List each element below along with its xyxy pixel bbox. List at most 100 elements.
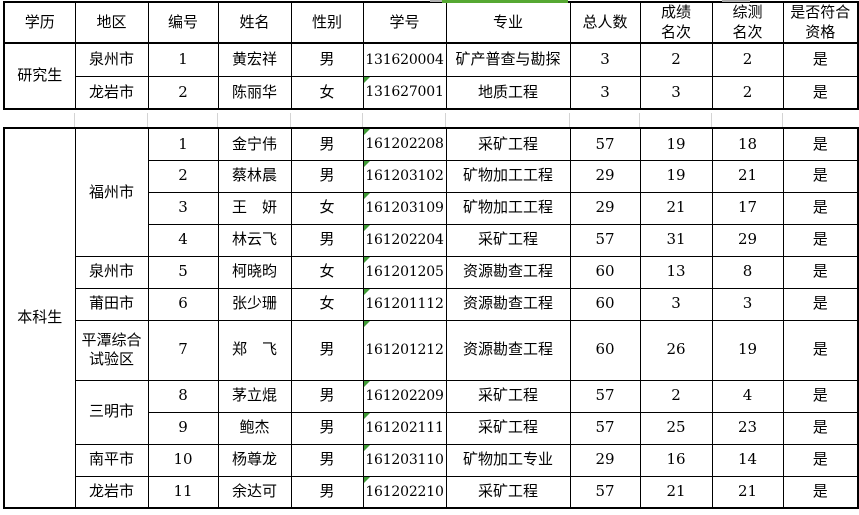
cell-student-id[interactable]: 161201112 [362,287,447,321]
cell-name[interactable]: 王 妍 [217,191,292,225]
cell-no[interactable]: 4 [147,223,219,257]
cell-grade-rank[interactable]: 19 [639,159,713,193]
cell-no[interactable]: 11 [147,475,219,509]
cell-major[interactable]: 采矿工程 [445,127,571,161]
cell-total[interactable]: 57 [569,223,641,257]
header-gender[interactable]: 性别 [290,1,364,44]
cell-no[interactable]: 1 [147,127,219,161]
cell-region[interactable]: 龙岩市 [74,75,149,110]
cell-no[interactable]: 6 [147,287,219,321]
cell-qualified[interactable]: 是 [782,127,859,161]
cell-name[interactable]: 柯晓昀 [217,255,292,289]
header-no[interactable]: 编号 [147,1,219,44]
cell-region[interactable]: 泉州市 [74,42,149,77]
cell-total[interactable]: 60 [569,319,641,381]
cell-total[interactable]: 57 [569,411,641,445]
cell-student-id[interactable]: 161203110 [362,443,447,477]
header-total[interactable]: 总人数 [569,1,641,44]
cell-major[interactable]: 资源勘查工程 [445,287,571,321]
cell-total[interactable]: 60 [569,287,641,321]
cell-name[interactable]: 郑 飞 [217,319,292,381]
header-student-id[interactable]: 学号 [362,1,447,44]
cell-qualified[interactable]: 是 [782,255,859,289]
cell-qualified[interactable]: 是 [782,411,859,445]
cell-overall-rank[interactable]: 17 [711,191,784,225]
cell-grade-rank[interactable]: 2 [639,42,713,77]
header-education[interactable]: 学历 [3,1,76,44]
cell-student-id[interactable]: 161202204 [362,223,447,257]
cell-region[interactable]: 莆田市 [74,287,149,321]
header-major[interactable]: 专业 [445,1,571,44]
empty-spreadsheet-row[interactable] [3,113,857,127]
cell-major[interactable]: 矿物加工工程 [445,191,571,225]
cell-name[interactable]: 蔡林晨 [217,159,292,193]
cell-no[interactable]: 7 [147,319,219,381]
cell-qualified[interactable]: 是 [782,287,859,321]
cell-major[interactable]: 采矿工程 [445,223,571,257]
cell-grade-rank[interactable]: 26 [639,319,713,381]
cell-major[interactable]: 资源勘查工程 [445,255,571,289]
cell-gender[interactable]: 男 [290,159,364,193]
cell-grade-rank[interactable]: 21 [639,191,713,225]
cell-region[interactable]: 福州市 [74,127,149,257]
cell-region[interactable]: 龙岩市 [74,475,149,509]
cell-region[interactable]: 南平市 [74,443,149,477]
cell-no[interactable]: 8 [147,379,219,413]
cell-grade-rank[interactable]: 31 [639,223,713,257]
cell-gender[interactable]: 男 [290,443,364,477]
cell-gender[interactable]: 男 [290,223,364,257]
cell-student-id[interactable]: 131620004 [362,42,447,77]
cell-major[interactable]: 矿产普查与勘探 [445,42,571,77]
cell-overall-rank[interactable]: 18 [711,127,784,161]
cell-student-id[interactable]: 161202209 [362,379,447,413]
cell-gender[interactable]: 男 [290,319,364,381]
cell-gender[interactable]: 女 [290,287,364,321]
cell-student-id[interactable]: 161203109 [362,191,447,225]
cell-name[interactable]: 杨尊龙 [217,443,292,477]
cell-total[interactable]: 57 [569,127,641,161]
cell-qualified[interactable]: 是 [782,379,859,413]
cell-student-id[interactable]: 161202210 [362,475,447,509]
header-qualified[interactable]: 是否符合 资格 [782,1,859,44]
cell-student-id[interactable]: 161201205 [362,255,447,289]
cell-no[interactable]: 9 [147,411,219,445]
cell-name[interactable]: 黄宏祥 [217,42,292,77]
cell-grade-rank[interactable]: 3 [639,287,713,321]
cell-gender[interactable]: 女 [290,255,364,289]
cell-education[interactable]: 本科生 [3,127,76,509]
header-grade-rank[interactable]: 成绩 名次 [639,1,713,44]
cell-total[interactable]: 29 [569,159,641,193]
cell-qualified[interactable]: 是 [782,75,859,110]
cell-name[interactable]: 金宁伟 [217,127,292,161]
cell-no[interactable]: 2 [147,75,219,110]
cell-student-id[interactable]: 161203102 [362,159,447,193]
cell-major[interactable]: 矿物加工工程 [445,159,571,193]
cell-major[interactable]: 矿物加工专业 [445,443,571,477]
cell-grade-rank[interactable]: 21 [639,475,713,509]
cell-overall-rank[interactable]: 21 [711,159,784,193]
cell-qualified[interactable]: 是 [782,159,859,193]
cell-no[interactable]: 1 [147,42,219,77]
cell-student-id[interactable]: 161202208 [362,127,447,161]
cell-name[interactable]: 张少珊 [217,287,292,321]
cell-grade-rank[interactable]: 19 [639,127,713,161]
cell-education[interactable]: 研究生 [3,42,76,110]
cell-overall-rank[interactable]: 23 [711,411,784,445]
cell-no[interactable]: 5 [147,255,219,289]
cell-gender[interactable]: 男 [290,379,364,413]
cell-total[interactable]: 3 [569,75,641,110]
cell-qualified[interactable]: 是 [782,223,859,257]
cell-grade-rank[interactable]: 16 [639,443,713,477]
cell-student-id[interactable]: 131627001 [362,75,447,110]
cell-region[interactable]: 三明市 [74,379,149,445]
cell-total[interactable]: 60 [569,255,641,289]
cell-qualified[interactable]: 是 [782,42,859,77]
cell-student-id[interactable]: 161201212 [362,319,447,381]
cell-overall-rank[interactable]: 29 [711,223,784,257]
cell-gender[interactable]: 男 [290,475,364,509]
cell-name[interactable]: 林云飞 [217,223,292,257]
cell-region[interactable]: 平潭综合试验区 [74,319,149,381]
cell-major[interactable]: 采矿工程 [445,475,571,509]
cell-overall-rank[interactable]: 21 [711,475,784,509]
cell-total[interactable]: 57 [569,379,641,413]
